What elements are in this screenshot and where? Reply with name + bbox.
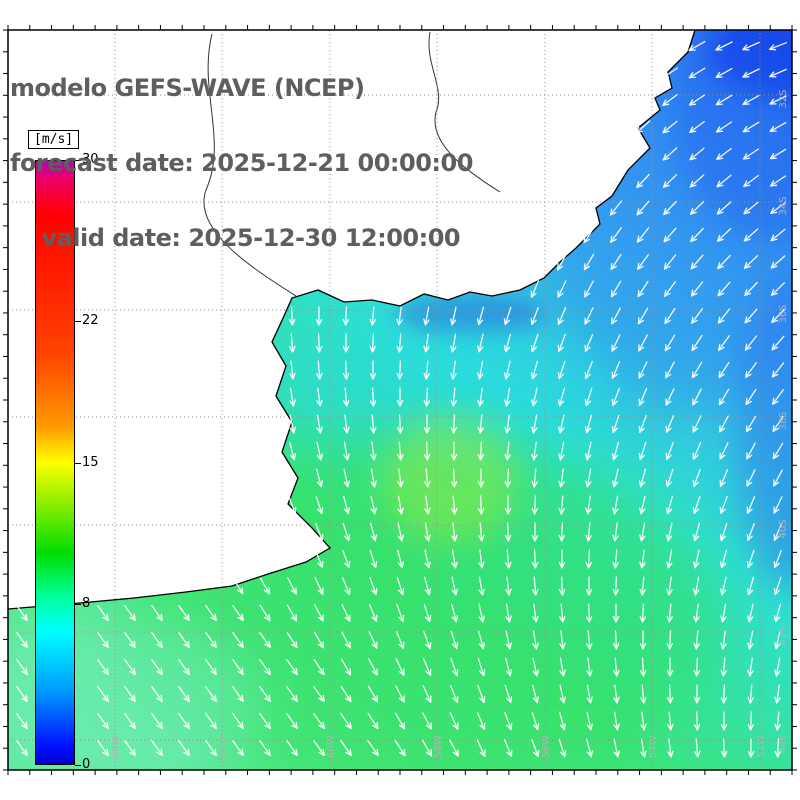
colorbar-tick-label: 22 [82,313,99,329]
lon-label: 52W [756,735,767,758]
lon-label: 60W [326,735,337,758]
colorbar-unit-label: [m/s] [28,130,80,149]
lon-label: 62W [218,735,229,758]
lat-label: 44S [778,734,789,753]
colorbar-tickmark [75,462,81,464]
lat-label: 38S [778,411,789,430]
colorbar-tickmark [75,603,81,605]
frame-ticks [3,25,797,775]
lon-label: 64W [111,735,122,758]
colorbar-gradient [35,160,75,765]
colorbar: [m/s] 30 22 15 8 0 [28,130,99,772]
colorbar-tickmark [75,321,81,323]
lon-label: 58W [433,735,444,758]
land-mass [8,30,695,609]
colorbar-tick-label: 15 [82,454,99,470]
lat-label: 42S [778,626,789,645]
lon-label: 56W [541,735,552,758]
direction-arrows [16,40,788,758]
forecast-date: forecast date: 2025-12-21 00:00:00 [10,149,473,177]
colorbar-tick-label: 8 [82,595,91,611]
axis-labels: 64W 62W 60W 58W 56W 54W 52W 32S 34S 36S 38S 40S 42S 4… [111,89,789,758]
colorbar-tick-label: 30 [82,152,99,167]
colorbar-tick-label: 0 [82,757,91,772]
title-block: modelo GEFS-WAVE (NCEP) forecast date: 2… [10,26,473,301]
colorbar-tickmark [75,765,81,766]
lon-label: 54W [648,735,659,758]
river-lines [203,31,501,297]
model-title: modelo GEFS-WAVE (NCEP) [10,74,365,102]
lat-label: 36S [778,304,789,323]
lat-label: 32S [778,89,789,108]
colorbar-tickmark [75,160,81,161]
coastline [8,30,696,610]
lat-label: 34S [778,196,789,215]
lat-label: 40S [778,519,789,538]
map-frame [7,29,793,771]
valid-date: valid date: 2025-12-30 12:00:00 [10,224,461,252]
